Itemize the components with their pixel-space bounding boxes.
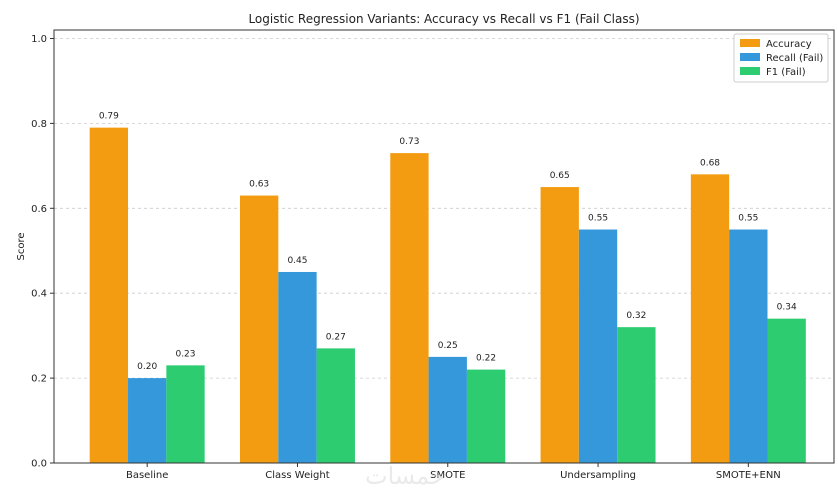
y-tick-label-0: 0.0 — [31, 459, 47, 470]
bar-0-2 — [390, 153, 429, 463]
value-label-0-1: 0.63 — [249, 180, 269, 190]
bar-2-2 — [466, 369, 506, 463]
value-label-2-4: 0.34 — [777, 303, 797, 313]
bar-2-0 — [166, 365, 205, 463]
value-label-1-1: 0.45 — [287, 256, 307, 266]
value-label-1-3: 0.55 — [588, 214, 608, 224]
y-axis-ticks: 0.0 0.2 0.4 0.6 0.8 1.0 — [31, 34, 54, 470]
bar-1-1 — [278, 271, 317, 463]
y-tick-label-4: 0.8 — [31, 119, 47, 130]
bar-0-4 — [690, 174, 730, 464]
bar-2-4 — [767, 318, 806, 463]
y-axis-title: Score — [16, 232, 27, 260]
value-label-0-2: 0.73 — [399, 137, 419, 147]
bar-1-0 — [128, 378, 167, 463]
y-tick-label-5: 1.0 — [31, 34, 47, 45]
value-label-2-1: 0.27 — [326, 332, 346, 342]
legend-swatch-0 — [740, 39, 760, 47]
watermark-logo: خمسات — [365, 462, 445, 490]
legend-swatch-2 — [740, 67, 760, 75]
bar-0-1 — [239, 195, 279, 463]
bar-1-3 — [578, 229, 618, 463]
value-label-1-2: 0.25 — [438, 341, 458, 351]
y-tick-label-2: 0.4 — [31, 289, 47, 300]
value-label-0-4: 0.68 — [700, 158, 720, 168]
bar-1-2 — [428, 356, 467, 463]
bar-1-4 — [729, 229, 768, 463]
bar-2-3 — [617, 327, 656, 463]
value-label-2-3: 0.32 — [626, 311, 646, 321]
value-labels: 0.79 0.20 0.23 0.63 0.45 0.27 0.73 0.25 0.22 0.65… — [99, 112, 797, 372]
value-label-0-3: 0.65 — [550, 171, 570, 181]
bar-2-1 — [316, 348, 355, 463]
x-axis-ticks: Baseline Class Weight SMOTE Undersampling SM… — [126, 463, 781, 481]
bar-0-0 — [89, 127, 129, 463]
y-tick-label-1: 0.2 — [31, 374, 47, 385]
x-tick-label-4: SMOTE+ENN — [716, 470, 781, 481]
x-tick-label-0: Baseline — [126, 470, 168, 481]
legend-label-1: Recall (Fail) — [766, 53, 823, 64]
value-label-0-0: 0.79 — [99, 112, 119, 122]
legend-label-0: Accuracy — [766, 39, 812, 50]
x-tick-label-3: Undersampling — [560, 470, 636, 481]
axes-frame — [53, 29, 835, 464]
value-label-1-0: 0.20 — [137, 362, 157, 372]
chart-title: Logistic Regression Variants: Accuracy v… — [248, 12, 639, 26]
value-label-2-0: 0.23 — [175, 349, 195, 359]
value-label-2-2: 0.22 — [476, 354, 496, 364]
x-tick-label-2: SMOTE — [430, 470, 465, 481]
value-label-1-4: 0.55 — [738, 214, 758, 224]
bars — [89, 127, 806, 464]
bar-0-3 — [540, 187, 579, 463]
legend-swatch-1 — [740, 53, 760, 61]
y-tick-label-3: 0.6 — [31, 204, 47, 215]
legend: Accuracy Recall (Fail) F1 (Fail) — [733, 33, 829, 83]
legend-label-2: F1 (Fail) — [766, 67, 806, 78]
x-tick-label-1: Class Weight — [265, 470, 329, 481]
